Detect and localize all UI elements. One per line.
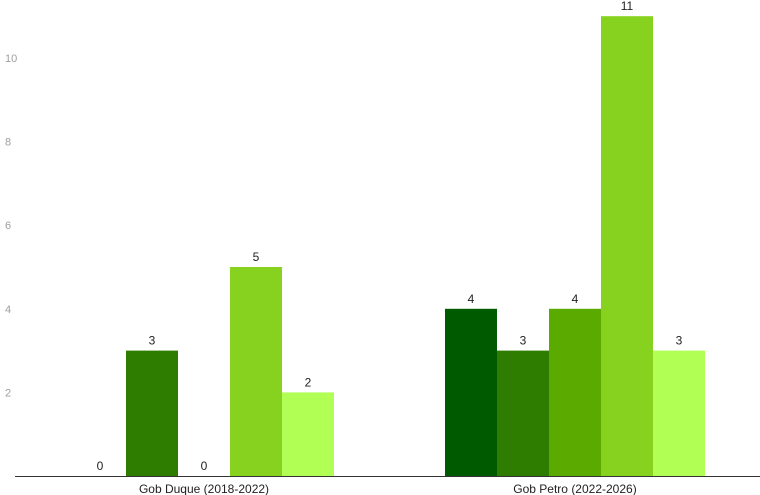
- data-label: 3: [520, 334, 527, 348]
- x-axis-categories: Gob Duque (2018-2022) Gob Petro (2022-202…: [139, 482, 637, 495]
- y-tick-label: 10: [5, 53, 17, 65]
- data-labels: 0 3 0 5 2 4 3 4 11 3: [97, 0, 683, 473]
- y-tick-label: 8: [5, 137, 11, 149]
- bar: [445, 308, 497, 476]
- x-category-label: Gob Petro (2022-2026): [513, 482, 636, 495]
- data-label: 0: [97, 459, 104, 473]
- data-label: 5: [253, 250, 260, 264]
- data-label: 3: [149, 334, 156, 348]
- data-label: 2: [305, 375, 312, 389]
- data-label: 0: [201, 459, 208, 473]
- data-label: 4: [468, 292, 475, 306]
- bar: [282, 392, 334, 476]
- bar: [230, 267, 282, 476]
- bar: [653, 350, 705, 476]
- data-label: 3: [676, 334, 683, 348]
- bars: [126, 16, 705, 476]
- bar: [497, 350, 549, 476]
- bar: [126, 350, 178, 476]
- y-tick-label: 4: [5, 304, 11, 316]
- bar: [601, 16, 653, 476]
- x-category-label: Gob Duque (2018-2022): [139, 482, 269, 495]
- bar: [549, 308, 601, 476]
- data-label: 11: [621, 0, 634, 13]
- y-tick-label: 6: [5, 220, 11, 232]
- data-label: 4: [572, 292, 579, 306]
- y-axis-ticks: 2 4 6 8 10: [5, 53, 17, 399]
- y-tick-label: 2: [5, 387, 11, 399]
